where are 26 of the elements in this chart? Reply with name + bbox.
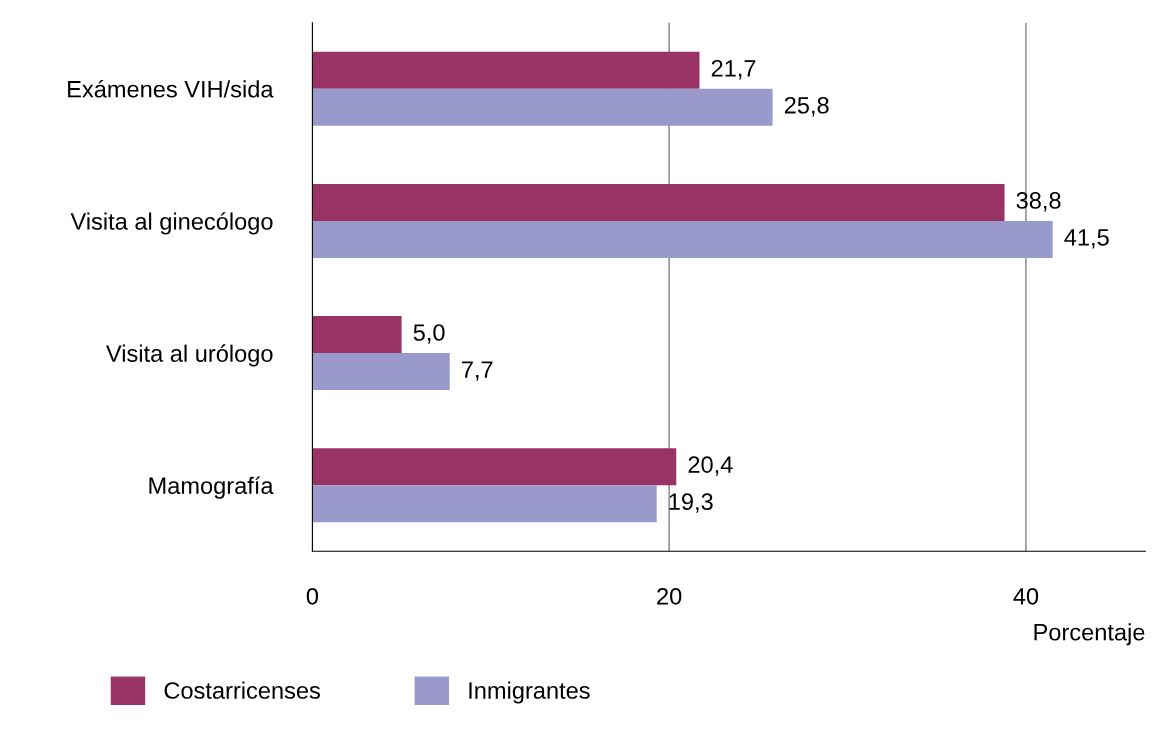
legend-label: Costarricenses [164, 681, 320, 699]
data-label: 19,3 [669, 493, 713, 513]
y-tick-label: Visita al ginecólogo [70, 212, 273, 235]
data-label: 20,4 [688, 456, 733, 476]
data-label: 25,8 [784, 96, 829, 117]
data-label: 7,7 [462, 361, 493, 381]
x-tick-label: 40 [1013, 587, 1039, 605]
x-axis-title: Porcentaje [1034, 623, 1145, 646]
data-label: 5,0 [413, 324, 445, 344]
bar [312, 51, 700, 89]
bar [312, 220, 1053, 258]
bar [312, 88, 773, 126]
bar [312, 353, 450, 391]
data-label: 21,7 [711, 59, 756, 80]
legend-label: Inmigrantes [469, 681, 590, 704]
x-tick-label: 20 [657, 587, 682, 605]
x-tick-label: 0 [306, 587, 319, 605]
bar [312, 316, 402, 354]
data-label: 38,8 [1016, 192, 1061, 212]
bar [312, 485, 657, 523]
y-tick-label: Visita al urólogo [106, 344, 273, 367]
y-tick-label: Exámenes VIH/sida [68, 79, 274, 98]
bar [312, 448, 677, 486]
data-label: 41,5 [1064, 229, 1109, 249]
y-tick-label: Mamografía [149, 476, 274, 499]
bar [312, 183, 1005, 221]
